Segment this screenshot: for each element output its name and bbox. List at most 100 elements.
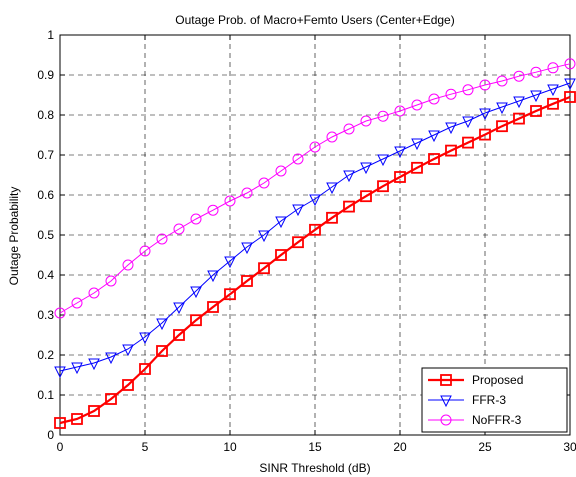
data-point xyxy=(547,62,559,74)
data-point xyxy=(122,259,134,271)
data-point xyxy=(462,136,474,149)
data-point xyxy=(258,262,270,275)
data-point xyxy=(71,297,83,309)
data-point xyxy=(411,138,423,151)
series-ffr-3 xyxy=(54,78,576,379)
data-point xyxy=(241,275,253,287)
data-point xyxy=(105,352,117,365)
data-point xyxy=(54,307,66,319)
data-point xyxy=(394,171,406,183)
data-point xyxy=(513,70,525,82)
x-tick-label: 0 xyxy=(57,440,64,454)
data-point xyxy=(122,344,134,357)
data-point xyxy=(156,345,168,357)
legend-label: NoFFR-3 xyxy=(472,413,522,427)
data-point xyxy=(207,301,219,313)
y-tick-label: 0.7 xyxy=(37,148,54,162)
data-point xyxy=(564,91,576,103)
y-tick-label: 0 xyxy=(47,428,54,442)
data-point xyxy=(411,99,423,111)
y-tick-label: 1 xyxy=(47,28,54,42)
data-point xyxy=(479,108,491,121)
chart-title: Outage Prob. of Macro+Femto Users (Cente… xyxy=(175,13,454,27)
data-point xyxy=(326,211,338,224)
x-tick-label: 25 xyxy=(478,440,492,454)
data-point xyxy=(122,379,134,391)
data-point xyxy=(309,194,321,207)
data-point xyxy=(343,123,355,135)
data-point xyxy=(530,105,542,117)
data-point xyxy=(440,374,452,386)
x-tick-label: 15 xyxy=(308,440,322,454)
data-point xyxy=(292,236,304,249)
legend-item: Proposed xyxy=(428,373,523,387)
data-point xyxy=(275,165,287,177)
data-point xyxy=(156,318,168,331)
data-point xyxy=(139,363,151,375)
data-point xyxy=(207,204,219,216)
series-line xyxy=(59,95,571,425)
data-point xyxy=(479,128,491,141)
data-point xyxy=(445,122,457,135)
data-point xyxy=(292,153,304,165)
data-point xyxy=(360,115,372,127)
data-point xyxy=(139,245,151,257)
data-point xyxy=(54,366,66,379)
data-point xyxy=(173,302,185,315)
data-point xyxy=(190,286,202,299)
data-point xyxy=(258,230,270,243)
data-point xyxy=(462,116,474,129)
data-point xyxy=(496,102,508,115)
data-point xyxy=(411,161,423,174)
y-tick-label: 0.1 xyxy=(37,388,54,402)
data-point xyxy=(258,177,270,189)
data-point xyxy=(173,223,185,235)
y-tick-label: 0.5 xyxy=(37,228,54,242)
data-point xyxy=(530,66,542,78)
data-point xyxy=(394,146,406,159)
data-point xyxy=(360,162,372,175)
legend: Proposed FFR-3 NoFFR-3 xyxy=(421,367,568,433)
data-point xyxy=(479,79,491,91)
series-noffr-3 xyxy=(54,58,576,319)
data-point xyxy=(343,170,355,183)
data-point xyxy=(343,200,355,213)
data-point xyxy=(440,414,452,426)
data-point xyxy=(173,329,185,341)
data-point xyxy=(71,362,83,375)
y-tick-label: 0.2 xyxy=(37,348,54,362)
data-point xyxy=(564,58,576,70)
series-line xyxy=(59,82,571,372)
legend-item: NoFFR-3 xyxy=(428,413,522,427)
data-point xyxy=(224,195,236,207)
data-point xyxy=(139,332,151,345)
y-tick-label: 0.8 xyxy=(37,108,54,122)
data-point xyxy=(513,96,525,109)
data-point xyxy=(496,120,508,133)
data-point xyxy=(530,90,542,103)
data-point xyxy=(513,112,525,125)
y-axis-title: Outage Probability xyxy=(7,187,21,286)
x-tick-label: 30 xyxy=(563,440,576,454)
data-point xyxy=(224,256,236,269)
data-point xyxy=(326,131,338,143)
data-point xyxy=(241,242,253,255)
data-point xyxy=(564,78,576,91)
data-point xyxy=(360,190,372,203)
data-point xyxy=(496,75,508,87)
data-point xyxy=(71,413,83,425)
data-point xyxy=(224,288,236,301)
data-point xyxy=(428,93,440,105)
axis-ticks: 0 5 10 15 20 25 30 0 0.1 0.2 0.3 0.4 0.5 0.6 0.7 0.8 0.9… xyxy=(37,28,576,454)
data-point xyxy=(377,110,389,122)
data-point xyxy=(394,105,406,117)
data-point xyxy=(275,216,287,229)
data-point xyxy=(377,154,389,167)
data-point xyxy=(445,88,457,100)
data-point xyxy=(241,187,253,199)
data-point xyxy=(445,144,457,157)
data-point xyxy=(547,97,559,110)
data-point xyxy=(275,249,287,261)
legend-label: Proposed xyxy=(472,373,523,387)
data-point xyxy=(440,395,452,408)
